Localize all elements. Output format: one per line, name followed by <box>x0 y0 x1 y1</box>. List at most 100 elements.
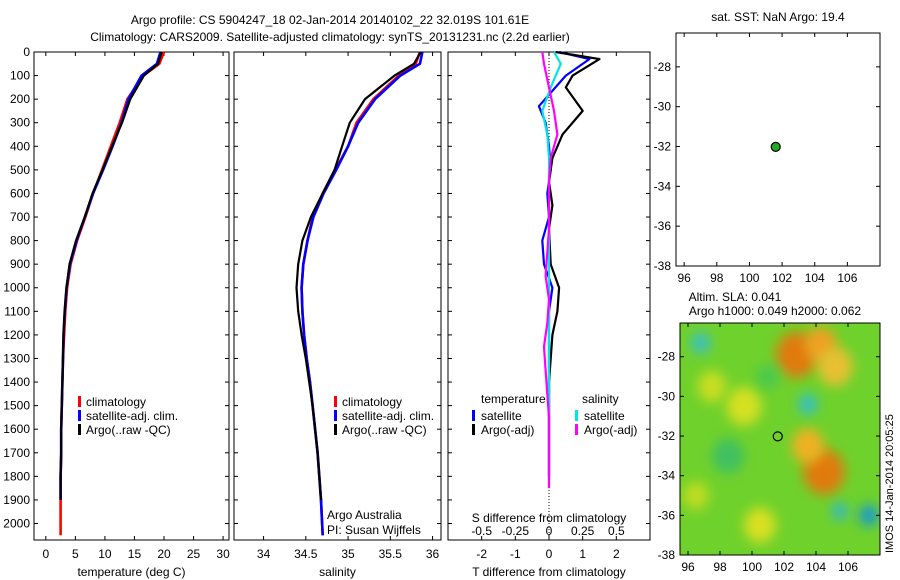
series-line-argo---raw--qc- <box>59 51 163 500</box>
imos-stamp: IMOS 14-Jan-2014 20:05:25 <box>884 414 896 553</box>
legend-swatch <box>334 396 337 407</box>
header-line2: Climatology: CARS2009. Satellite-adjuste… <box>90 30 570 44</box>
sla-map-title-line2: Argo h1000: 0.049 h2000: 0.062 <box>689 304 861 318</box>
heatmap-blob <box>832 502 848 521</box>
y-tick-label: -38 <box>654 259 672 273</box>
y-tick-label: 1800 <box>3 469 30 483</box>
argo-location-marker <box>770 141 781 152</box>
legend-title-temperature: temperature <box>481 392 546 406</box>
x-tick-label: 98 <box>713 560 727 574</box>
legend-swatch <box>78 424 81 435</box>
y-tick-label: -28 <box>658 350 676 364</box>
y-tick-label: 1900 <box>3 493 30 507</box>
legend-label: Argo(..raw -QC) <box>86 423 171 437</box>
y-tick-label: 300 <box>10 116 30 130</box>
legend-title-salinity: salinity <box>582 392 619 406</box>
sla-map-frame <box>679 322 881 556</box>
y-tick-label: 500 <box>10 163 30 177</box>
y-tick-label: 200 <box>10 92 30 106</box>
y-tick-label: 900 <box>10 257 30 271</box>
y-tick-label: 400 <box>10 139 30 153</box>
x-tick-label: 106 <box>837 271 857 285</box>
annotation-line: Argo Australia <box>327 508 402 522</box>
legend-label: Argo(-adj) <box>481 423 534 437</box>
legend-label: satellite-adj. clim. <box>342 409 434 423</box>
x-tick-label: 0 <box>546 547 553 561</box>
y-tick-label: 1300 <box>3 351 30 365</box>
s-tick-label: 0.5 <box>608 524 625 538</box>
x-tick-label: 35.5 <box>379 547 403 561</box>
x-tick-label: 10 <box>98 547 112 561</box>
y-tick-label: -30 <box>654 100 672 114</box>
y-tick-label: -34 <box>658 469 676 483</box>
legend-label: Argo(-adj) <box>584 423 637 437</box>
x-tick-label: 25 <box>187 547 201 561</box>
x-tick-label: 30 <box>216 547 230 561</box>
x-tick-label: 102 <box>772 271 792 285</box>
y-tick-label: -28 <box>654 60 672 74</box>
salinity-profile-frame <box>233 51 442 541</box>
heatmap-blob <box>697 370 727 403</box>
y-tick-label: -34 <box>654 179 672 193</box>
x-tick-label: 100 <box>742 560 762 574</box>
s-tick-label: 0 <box>546 524 553 538</box>
x-tick-label: 96 <box>677 271 691 285</box>
x-tick-label: 34 <box>257 547 271 561</box>
x-tick-label: 5 <box>72 547 79 561</box>
sla-map-title-line1: Altim. SLA: 0.041 <box>689 290 782 304</box>
x-tick-label: 20 <box>157 547 171 561</box>
y-tick-label: 0 <box>23 45 30 59</box>
y-tick-label: -32 <box>658 429 676 443</box>
annotation-line: PI: Susan Wijffels <box>327 523 421 537</box>
x-tick-label: 102 <box>774 560 794 574</box>
y-tick-label: 1100 <box>4 304 30 318</box>
sst-map-title: sat. SST: NaN Argo: 19.4 <box>711 10 845 24</box>
heatmap-blob <box>798 393 818 415</box>
legend-label: climatology <box>86 395 146 409</box>
y-tick-label: 1000 <box>3 281 30 295</box>
s-tick-label: -0.25 <box>502 524 530 538</box>
y-tick-label: 700 <box>10 210 30 224</box>
sst-map-frame <box>675 32 881 267</box>
heatmap-blob <box>691 332 711 354</box>
heatmap-blob <box>712 438 744 474</box>
series-line-salinity-argo--adj- <box>541 51 559 489</box>
x-tick-label: 2 <box>613 547 620 561</box>
x-tick-label: 36 <box>426 547 440 561</box>
y-tick-label: 100 <box>10 69 30 83</box>
legend-label: climatology <box>342 395 402 409</box>
y-tick-label: 1700 <box>3 446 30 460</box>
x-tick-label: 98 <box>710 271 724 285</box>
y-tick-label: 800 <box>10 234 30 248</box>
heatmap-blobs <box>683 327 879 543</box>
y-tick-label: 1500 <box>3 399 30 413</box>
s-axis-label: S difference from climatology <box>472 511 627 525</box>
x-tick-label: 104 <box>805 271 825 285</box>
legend-swatch <box>78 410 81 421</box>
difference-profile-xlabel: T difference from climatology <box>472 565 626 579</box>
argo-location-marker <box>772 431 783 442</box>
y-tick-label: 600 <box>10 186 30 200</box>
heatmap-blob <box>744 507 776 543</box>
legend-swatch <box>334 410 337 421</box>
heatmap-blob <box>817 347 853 386</box>
y-tick-label: -38 <box>658 548 676 562</box>
legend-swatch <box>575 424 578 435</box>
legend-label: satellite-adj. clim. <box>86 409 178 423</box>
legend-swatch <box>575 410 578 421</box>
heatmap-blob <box>792 428 824 464</box>
legend-swatch <box>472 424 475 435</box>
x-tick-label: 104 <box>806 560 826 574</box>
x-tick-label: -1 <box>510 547 521 561</box>
legend-label: Argo(..raw -QC) <box>342 423 427 437</box>
legend-label: satellite <box>584 409 625 423</box>
y-tick-label: -36 <box>654 219 672 233</box>
x-tick-label: -2 <box>476 547 487 561</box>
legend-swatch <box>472 410 475 421</box>
temperature-profile-xlabel: temperature (deg C) <box>77 565 185 579</box>
x-tick-label: 15 <box>128 547 142 561</box>
heatmap-blob <box>756 364 780 389</box>
x-tick-label: 100 <box>739 271 759 285</box>
salinity-profile-xlabel: salinity <box>319 565 356 579</box>
